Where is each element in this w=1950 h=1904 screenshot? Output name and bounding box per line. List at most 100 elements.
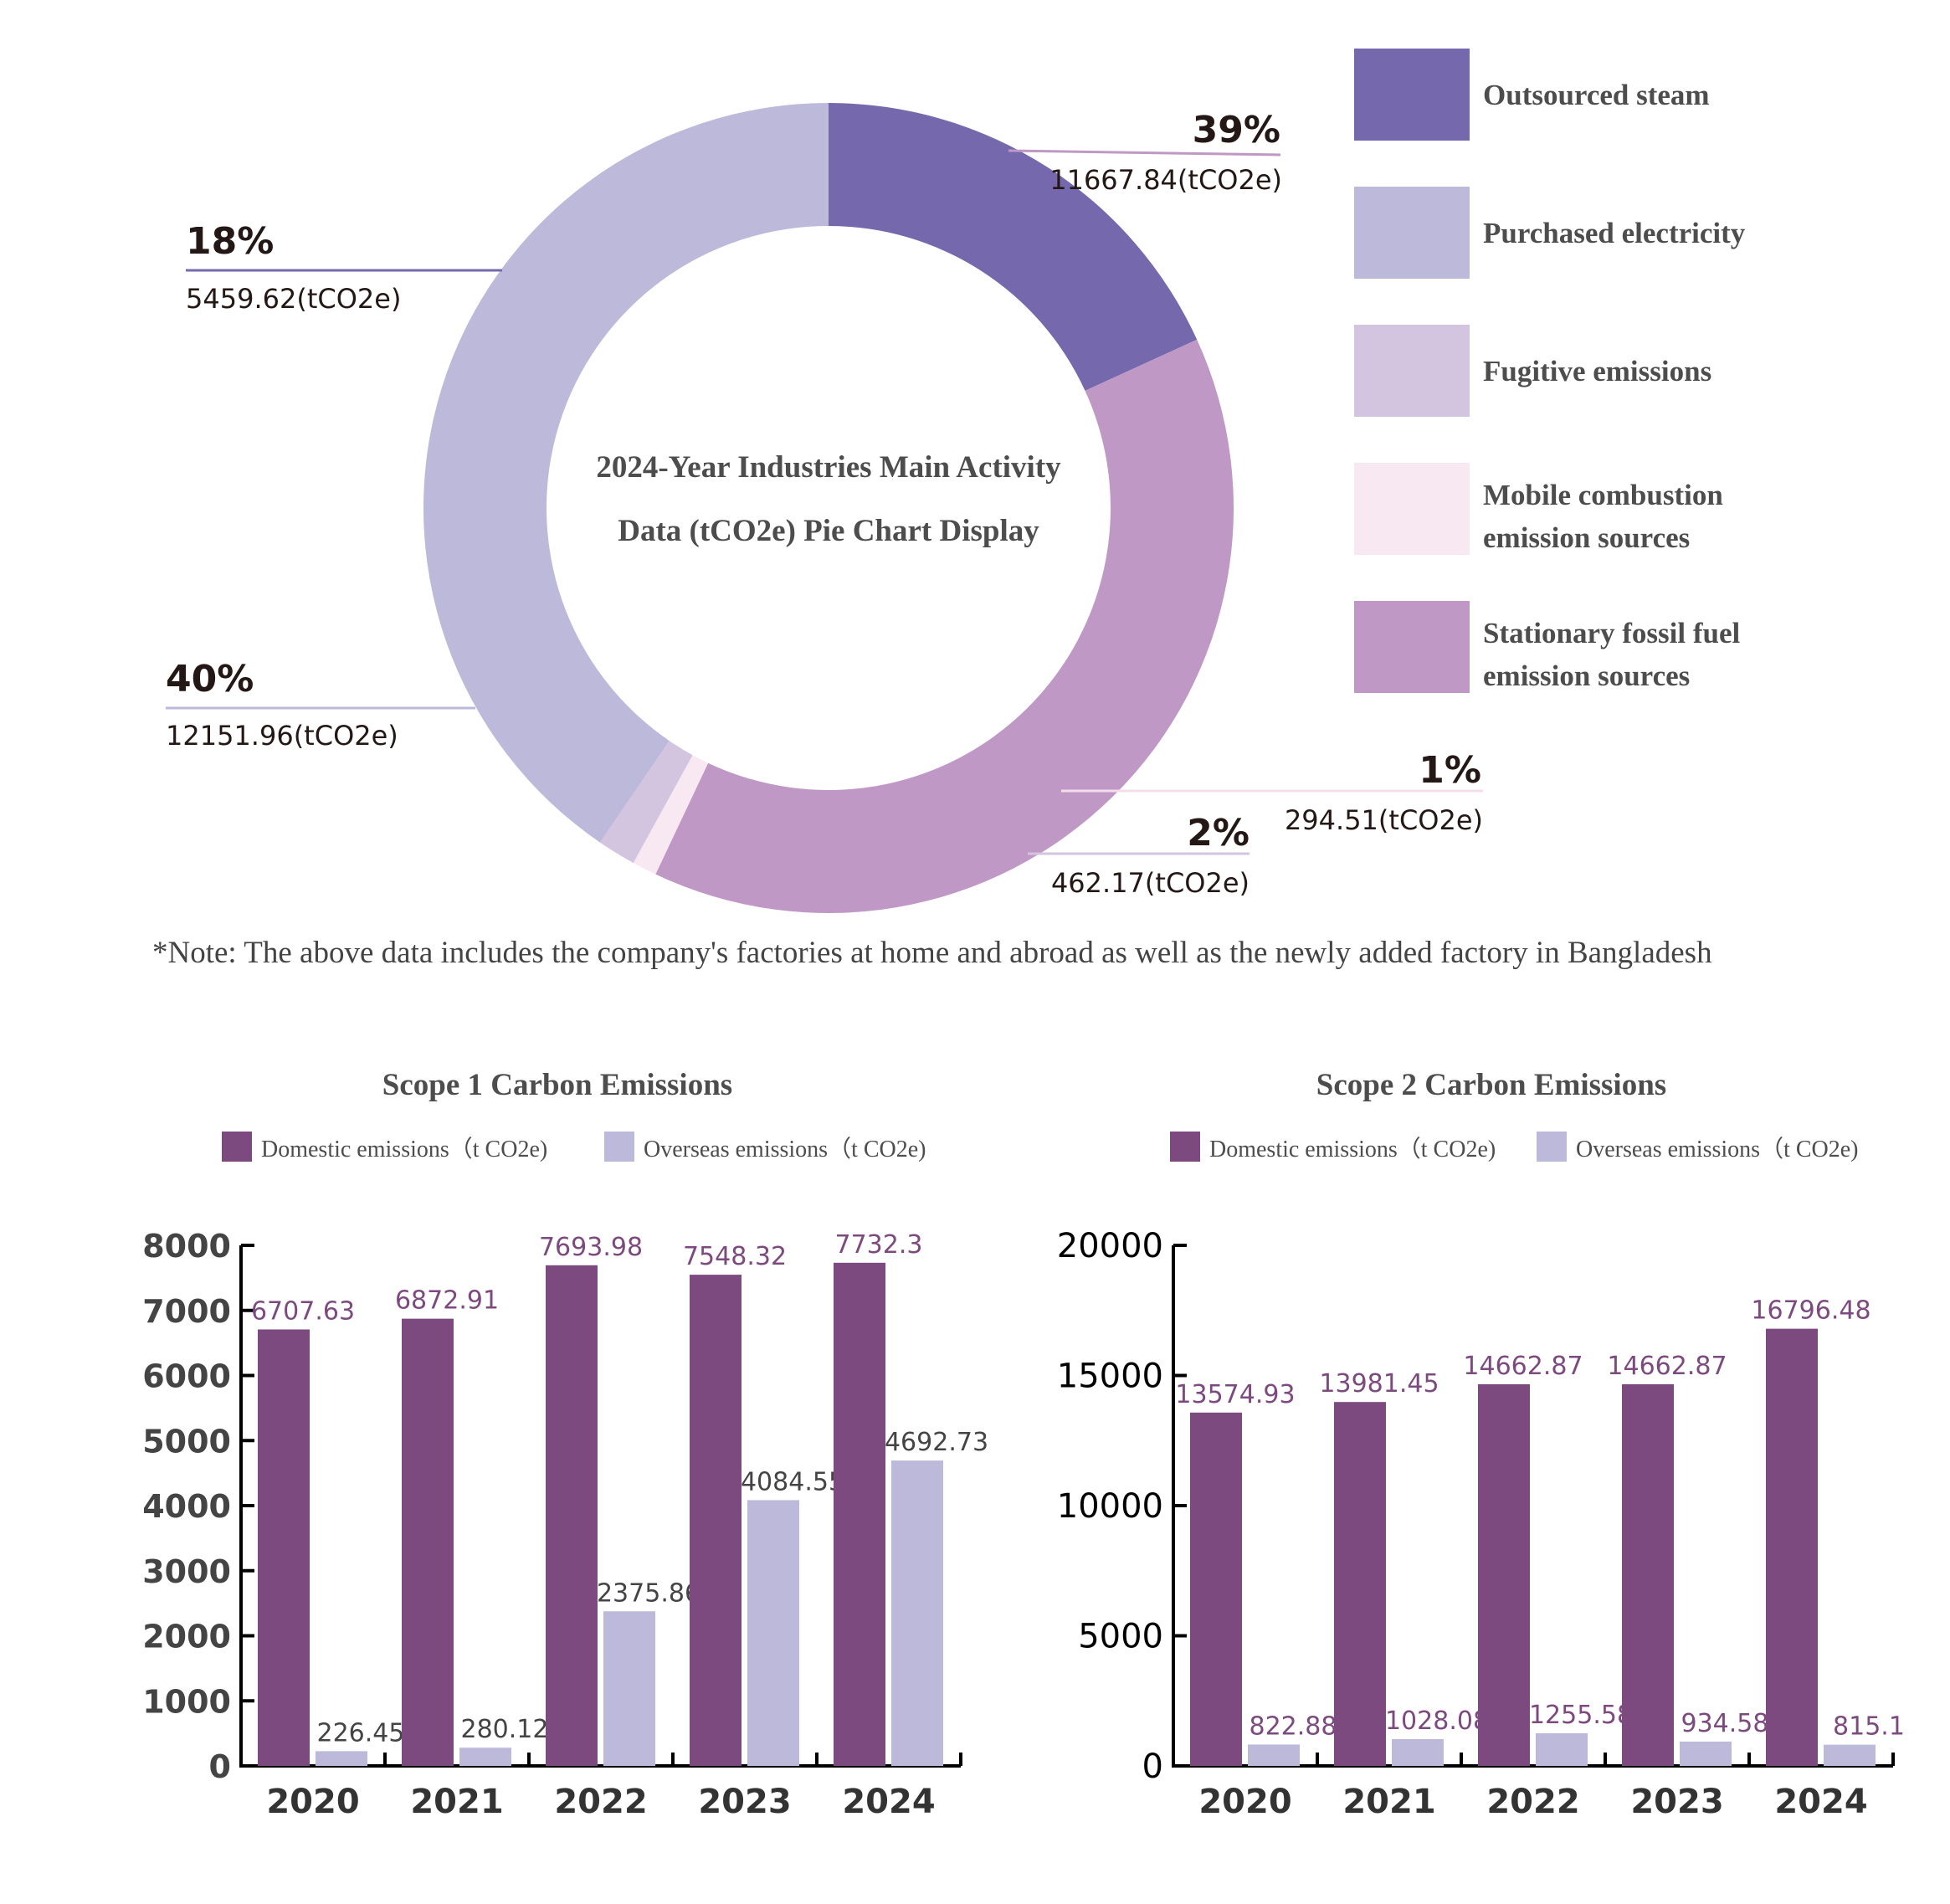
pie-leader-line	[1008, 149, 1281, 157]
domestic-bar	[690, 1275, 742, 1766]
bar-value-label: 4692.73	[885, 1428, 988, 1457]
legend-label: Purchased electricity	[1483, 217, 1746, 249]
domestic-bar	[1334, 1402, 1386, 1766]
legend-label: Mobile combustion	[1483, 479, 1723, 511]
legend-swatch	[1354, 325, 1470, 417]
overseas-bar	[316, 1751, 367, 1766]
pie-value-label: 462.17(tCO2e)	[1051, 867, 1250, 899]
overseas-bar	[1824, 1744, 1876, 1766]
domestic-bar	[834, 1262, 885, 1766]
bar-value-label: 6872.91	[395, 1286, 499, 1316]
y-tick-label: 2000	[142, 1619, 231, 1655]
bar-value-label: 16796.48	[1751, 1296, 1870, 1326]
x-tick-label: 2023	[698, 1783, 791, 1821]
domestic-bar	[1478, 1383, 1530, 1766]
overseas-bar	[603, 1611, 655, 1766]
legend-swatch	[604, 1132, 634, 1162]
overseas-bar	[1536, 1732, 1588, 1766]
y-tick-label: 0	[209, 1748, 231, 1785]
bar-value-label: 4084.55	[741, 1467, 844, 1496]
y-tick-label: 3000	[142, 1553, 231, 1590]
x-tick-label: 2024	[1774, 1783, 1867, 1821]
pie-value-label: 294.51(tCO2e)	[1285, 804, 1483, 836]
legend-label: emission sources	[1483, 659, 1690, 692]
legend-swatch	[1354, 601, 1470, 693]
pie-percent-label: 39%	[1193, 109, 1280, 151]
y-tick-label: 1000	[142, 1683, 231, 1720]
footnote: *Note: The above data includes the compa…	[152, 936, 1712, 970]
overseas-bar	[1680, 1741, 1732, 1766]
legend-swatch	[1354, 49, 1470, 141]
y-tick-label: 8000	[142, 1228, 231, 1265]
bar-value-label: 13574.93	[1175, 1380, 1295, 1409]
domestic-bar	[1622, 1383, 1674, 1766]
scope1-bar-chart: Scope 1 Carbon Emissions Domestic emissio…	[142, 1068, 988, 1821]
y-tick-label: 5000	[142, 1423, 231, 1460]
domestic-bar	[1190, 1412, 1242, 1766]
legend-label: emission sources	[1483, 521, 1690, 554]
legend-swatch	[1354, 187, 1470, 279]
pie-slice	[633, 755, 709, 875]
legend-label: Domestic emissions（t CO2e)	[1209, 1136, 1496, 1162]
pie-percent-label: 2%	[1187, 812, 1250, 854]
bar-value-label: 7548.32	[683, 1242, 787, 1271]
bar-value-label: 7693.98	[539, 1233, 643, 1262]
legend-label: Outsourced steam	[1483, 79, 1710, 111]
bar-value-label: 14662.87	[1463, 1352, 1583, 1381]
legend-label: Fugitive emissions	[1483, 355, 1711, 387]
pie-title-line: 2024-Year Industries Main Activity	[596, 450, 1061, 485]
x-tick-label: 2022	[1486, 1783, 1579, 1821]
x-tick-label: 2022	[554, 1783, 647, 1821]
legend-label: Domestic emissions（t CO2e)	[261, 1136, 547, 1162]
pie-slice	[423, 103, 829, 843]
x-tick-label: 2021	[1342, 1783, 1435, 1821]
bar-value-label: 7732.3	[835, 1230, 923, 1260]
legend-swatch	[1170, 1132, 1200, 1162]
y-tick-label: 10000	[1057, 1487, 1163, 1526]
pie-legend: Outsourced steam Purchased electricity Fug…	[1354, 49, 1746, 693]
domestic-bar	[402, 1318, 454, 1766]
pie-percent-label: 1%	[1419, 749, 1481, 792]
overseas-bar	[1392, 1739, 1444, 1766]
pie-chart: 18% 5459.62(tCO2e) 39% 11667.84(tCO2e) 1% 294…	[166, 103, 1483, 913]
legend-swatch	[222, 1132, 252, 1162]
bar-value-label: 14662.87	[1607, 1352, 1727, 1381]
legend-label: Overseas emissions（t CO2e)	[644, 1136, 926, 1162]
pie-title-line: Data (tCO2e) Pie Chart Display	[618, 514, 1039, 548]
scope2-bar-chart: Scope 2 Carbon Emissions Domestic emissio…	[1057, 1068, 1905, 1821]
bar-value-label: 2375.86	[597, 1578, 700, 1608]
bar-value-label: 815.1	[1833, 1712, 1905, 1742]
y-tick-label: 7000	[142, 1293, 231, 1330]
y-tick-label: 20000	[1057, 1227, 1163, 1265]
x-tick-label: 2024	[842, 1783, 935, 1821]
x-tick-label: 2020	[266, 1783, 359, 1821]
bar-value-label: 13981.45	[1319, 1369, 1439, 1398]
overseas-bar	[1248, 1744, 1300, 1766]
pie-value-label: 5459.62(tCO2e)	[186, 283, 401, 315]
bar-value-label: 822.88	[1250, 1712, 1337, 1741]
pie-percent-label: 18%	[186, 220, 274, 263]
legend-label: Stationary fossil fuel	[1483, 617, 1741, 649]
x-tick-label: 2020	[1198, 1783, 1291, 1821]
pie-percent-label: 40%	[166, 658, 254, 701]
pie-slice	[829, 103, 1198, 391]
overseas-bar	[747, 1500, 799, 1766]
overseas-bar	[891, 1460, 943, 1766]
pie-value-label: 12151.96(tCO2e)	[166, 720, 398, 752]
domestic-bar	[546, 1265, 598, 1766]
y-tick-label: 4000	[142, 1488, 231, 1525]
pie-center-title: 2024-Year Industries Main Activity Data (…	[596, 450, 1061, 548]
domestic-bar	[1766, 1328, 1818, 1766]
x-tick-label: 2021	[410, 1783, 503, 1821]
legend-swatch	[1354, 463, 1470, 555]
y-tick-label: 0	[1142, 1747, 1163, 1786]
bar-value-label: 6707.63	[251, 1296, 355, 1326]
y-tick-label: 5000	[1078, 1618, 1163, 1656]
y-tick-label: 15000	[1057, 1357, 1163, 1396]
pie-slice	[655, 339, 1234, 913]
bar-value-label: 1028.08	[1385, 1706, 1489, 1736]
bar-value-label: 280.12	[461, 1715, 549, 1744]
overseas-bar	[459, 1747, 511, 1766]
pie-value-label: 11667.84(tCO2e)	[1049, 164, 1282, 196]
